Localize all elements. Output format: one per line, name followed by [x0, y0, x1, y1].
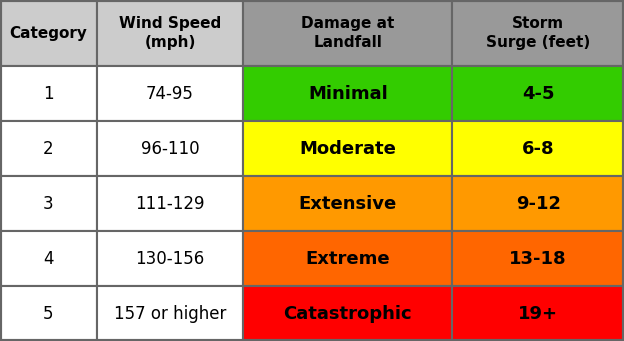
Text: 74-95: 74-95 — [146, 85, 194, 103]
Text: 111-129: 111-129 — [135, 195, 205, 213]
Bar — [97, 176, 243, 231]
Text: 157 or higher: 157 or higher — [114, 305, 227, 323]
Text: 1: 1 — [43, 85, 54, 103]
Text: 4: 4 — [43, 250, 54, 268]
Text: 4-5: 4-5 — [522, 85, 555, 103]
Bar — [243, 176, 452, 231]
Text: Damage at
Landfall: Damage at Landfall — [301, 16, 394, 50]
Bar — [452, 121, 624, 176]
Bar — [243, 0, 452, 66]
Bar — [97, 0, 243, 66]
Bar — [452, 176, 624, 231]
Bar — [97, 121, 243, 176]
Text: Catastrophic: Catastrophic — [283, 305, 412, 323]
Bar — [0, 66, 97, 121]
Bar — [97, 286, 243, 341]
Bar — [243, 121, 452, 176]
Bar — [0, 0, 97, 66]
Text: Storm
Surge (feet): Storm Surge (feet) — [486, 16, 590, 50]
Text: Minimal: Minimal — [308, 85, 388, 103]
Text: Wind Speed
(mph): Wind Speed (mph) — [119, 16, 221, 50]
Text: 3: 3 — [43, 195, 54, 213]
Bar — [452, 0, 624, 66]
Text: Extreme: Extreme — [306, 250, 390, 268]
Text: Category: Category — [9, 26, 87, 41]
Text: 13-18: 13-18 — [509, 250, 567, 268]
Bar — [97, 231, 243, 286]
Bar — [452, 231, 624, 286]
Bar — [0, 121, 97, 176]
Text: 5: 5 — [43, 305, 54, 323]
Bar — [452, 66, 624, 121]
Text: Moderate: Moderate — [300, 140, 396, 158]
Text: 9-12: 9-12 — [515, 195, 561, 213]
Text: 19+: 19+ — [518, 305, 558, 323]
Text: 130-156: 130-156 — [135, 250, 205, 268]
Text: Extensive: Extensive — [299, 195, 397, 213]
Bar — [243, 286, 452, 341]
Bar — [97, 66, 243, 121]
Bar — [0, 176, 97, 231]
Bar — [0, 231, 97, 286]
Text: 96-110: 96-110 — [141, 140, 199, 158]
Text: 2: 2 — [43, 140, 54, 158]
Text: 6-8: 6-8 — [522, 140, 555, 158]
Bar — [0, 286, 97, 341]
Bar — [243, 66, 452, 121]
Bar — [452, 286, 624, 341]
Bar — [243, 231, 452, 286]
